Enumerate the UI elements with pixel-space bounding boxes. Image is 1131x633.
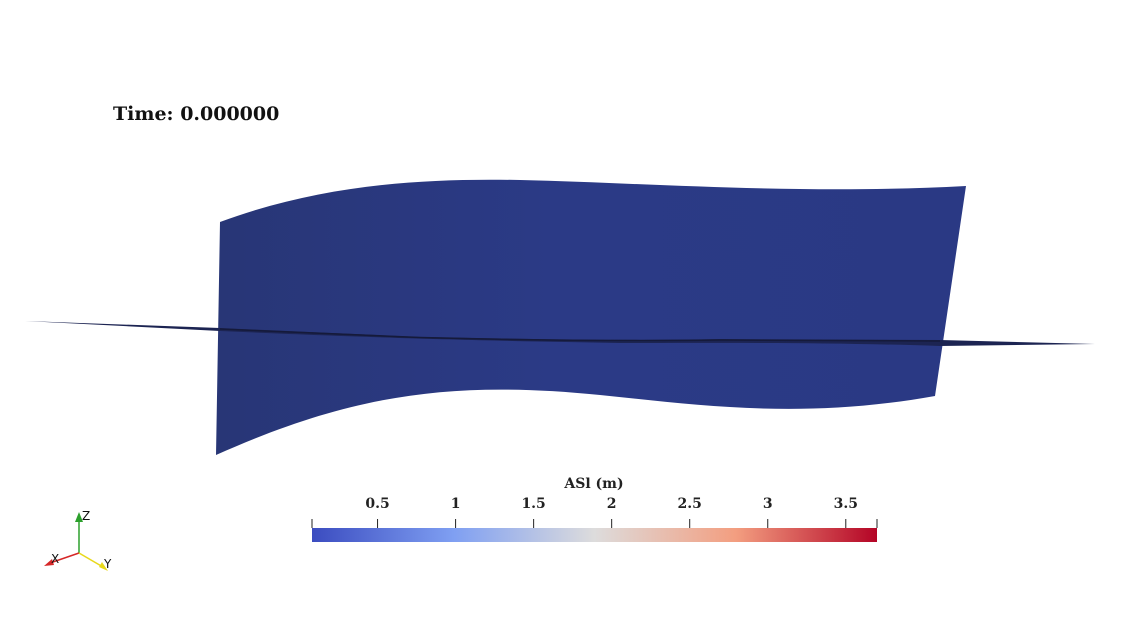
colorbar-gradient (312, 528, 877, 542)
colorbar-tick-label: 0.5 (365, 496, 390, 512)
time-prefix: Time: (113, 103, 174, 125)
y-axis-label: Y (104, 557, 112, 571)
x-axis-label: X (51, 552, 60, 566)
colorbar-tick-marks (377, 519, 847, 528)
z-axis-label: Z (82, 509, 91, 523)
colorbar-tick-label: 1 (450, 496, 461, 512)
colorbar-title: ASl (m) (564, 476, 624, 492)
y-axis-line (78, 552, 104, 568)
colorbar-tick-label: 3.5 (833, 496, 858, 512)
vertical-surface (216, 179, 966, 456)
time-annotation: Time: 0.000000 (113, 103, 279, 125)
y-axis-arrow (99, 562, 108, 571)
time-value: 0.000000 (180, 103, 280, 125)
z-axis-arrow (75, 512, 83, 522)
surface-intersection-line (219, 328, 941, 342)
colorbar-tick-label: 3 (762, 496, 773, 512)
x-axis-line (49, 552, 80, 564)
colorbar-tick-label: 2 (606, 496, 617, 512)
colorbar-tick-label: 1.5 (521, 496, 546, 512)
colorbar-tick-label: 2.5 (677, 496, 702, 512)
x-axis-arrow (44, 559, 54, 566)
